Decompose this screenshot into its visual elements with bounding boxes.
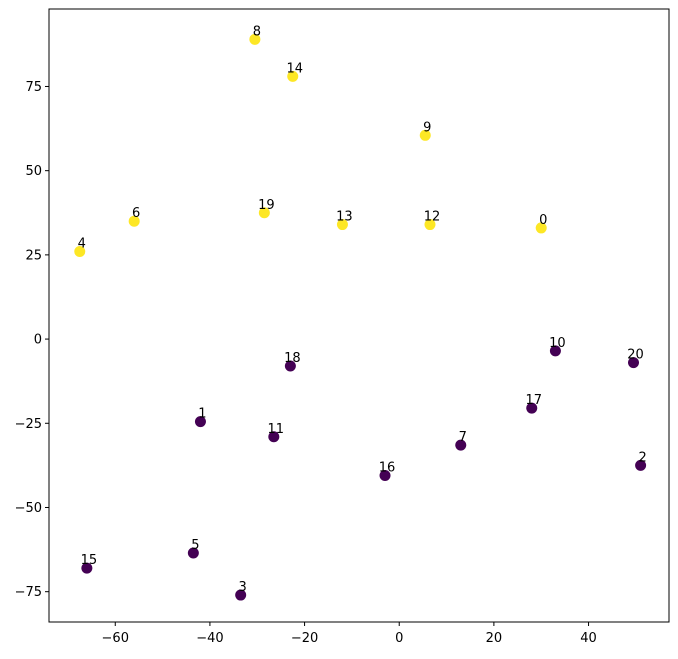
point-label-8: 8 (253, 24, 261, 39)
data-point-12 (424, 219, 436, 231)
point-label-20: 20 (627, 348, 644, 363)
x-tick-label: −60 (102, 631, 129, 646)
y-tick-label: −50 (15, 501, 42, 516)
point-label-18: 18 (284, 351, 301, 366)
y-tick-label: −75 (15, 585, 42, 600)
y-tick-label: −25 (15, 417, 42, 432)
point-label-15: 15 (81, 553, 98, 568)
data-point-3 (235, 589, 247, 601)
data-point-7 (455, 439, 467, 451)
point-label-5: 5 (191, 538, 199, 553)
point-label-12: 12 (424, 210, 441, 225)
data-point-6 (128, 215, 140, 227)
data-point-0 (535, 222, 547, 234)
data-point-2 (635, 459, 647, 471)
data-point-8 (249, 33, 261, 45)
point-label-16: 16 (379, 460, 396, 475)
data-point-13 (336, 219, 348, 231)
y-tick-label: 50 (25, 164, 42, 179)
point-label-14: 14 (286, 61, 303, 76)
data-point-19 (258, 207, 270, 219)
data-point-5 (187, 547, 199, 559)
data-point-4 (74, 246, 86, 258)
point-label-6: 6 (132, 206, 140, 221)
point-label-9: 9 (423, 120, 431, 135)
point-label-1: 1 (198, 407, 206, 422)
x-tick-label: −40 (196, 631, 223, 646)
point-label-19: 19 (258, 198, 275, 213)
data-point-10 (549, 345, 561, 357)
y-tick-label: 0 (34, 333, 42, 348)
point-label-0: 0 (539, 213, 547, 228)
data-point-15 (81, 562, 93, 574)
data-point-18 (284, 360, 296, 372)
data-point-17 (526, 402, 538, 414)
plot-frame (48, 8, 670, 623)
y-tick-label: 75 (25, 80, 42, 95)
point-label-13: 13 (336, 210, 353, 225)
data-point-14 (287, 70, 299, 82)
point-label-2: 2 (638, 450, 646, 465)
data-point-11 (268, 431, 280, 443)
point-label-4: 4 (78, 237, 86, 252)
x-tick-label: 40 (580, 631, 597, 646)
point-label-11: 11 (268, 422, 285, 437)
point-label-17: 17 (525, 393, 542, 408)
data-point-1 (194, 416, 206, 428)
data-point-9 (419, 129, 431, 141)
data-point-20 (628, 357, 640, 369)
x-tick-label: −20 (291, 631, 318, 646)
y-tick-label: 25 (25, 248, 42, 263)
point-label-10: 10 (549, 336, 566, 351)
point-label-3: 3 (239, 580, 247, 595)
x-tick-label: 20 (486, 631, 503, 646)
point-label-7: 7 (459, 430, 467, 445)
data-points (74, 33, 647, 601)
data-point-16 (379, 469, 391, 481)
x-tick-label: 0 (395, 631, 403, 646)
